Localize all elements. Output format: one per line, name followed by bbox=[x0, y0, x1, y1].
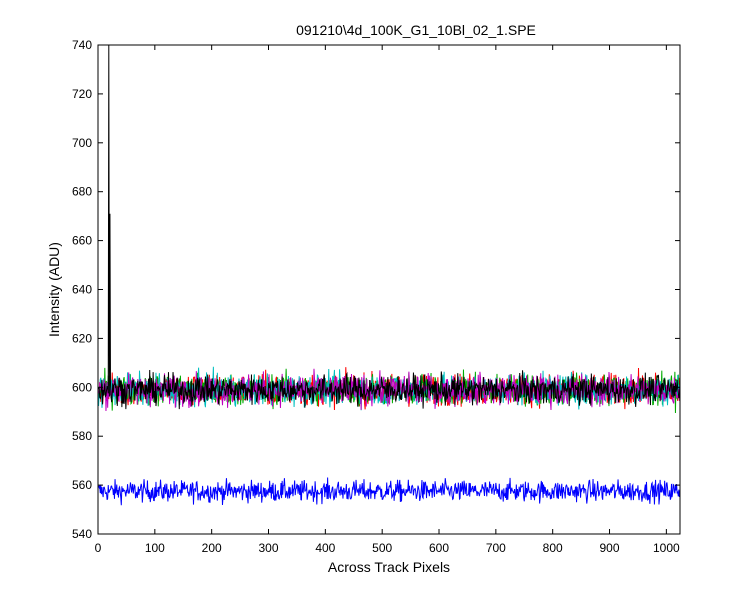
x-tick-label: 900 bbox=[600, 541, 620, 555]
y-tick-label: 720 bbox=[72, 87, 92, 101]
chart-title: 091210\4d_100K_G1_10Bl_02_1.SPE bbox=[296, 22, 536, 38]
y-tick-label: 620 bbox=[72, 331, 92, 345]
y-tick-label: 580 bbox=[72, 429, 92, 443]
x-tick-label: 500 bbox=[372, 541, 392, 555]
x-tick-label: 100 bbox=[145, 541, 165, 555]
x-tick-label: 1000 bbox=[653, 541, 680, 555]
axes-background bbox=[98, 45, 680, 534]
y-tick-label: 700 bbox=[72, 136, 92, 150]
plot-series bbox=[98, 44, 681, 506]
y-tick-label: 600 bbox=[72, 380, 92, 394]
x-tick-label: 700 bbox=[486, 541, 506, 555]
y-tick-label: 560 bbox=[72, 478, 92, 492]
series-line-1 bbox=[98, 477, 681, 506]
y-tick-label: 540 bbox=[72, 527, 92, 541]
x-tick-label: 400 bbox=[315, 541, 335, 555]
y-tick-label: 680 bbox=[72, 185, 92, 199]
x-tick-label: 0 bbox=[95, 541, 102, 555]
series-line-6 bbox=[98, 44, 681, 410]
x-axis-label: Across Track Pixels bbox=[328, 559, 450, 575]
y-tick-label: 740 bbox=[72, 38, 92, 52]
x-tick-label: 800 bbox=[543, 541, 563, 555]
y-tick-label: 660 bbox=[72, 234, 92, 248]
x-tick-label: 300 bbox=[258, 541, 278, 555]
x-tick-label: 600 bbox=[429, 541, 449, 555]
axis-ticks: 0 100 200 300 400 500 600 700 800 900 1000 540 560 58… bbox=[72, 38, 680, 555]
x-tick-label: 200 bbox=[202, 541, 222, 555]
y-axis-label: Intensity (ADU) bbox=[46, 242, 62, 337]
y-tick-label: 640 bbox=[72, 283, 92, 297]
